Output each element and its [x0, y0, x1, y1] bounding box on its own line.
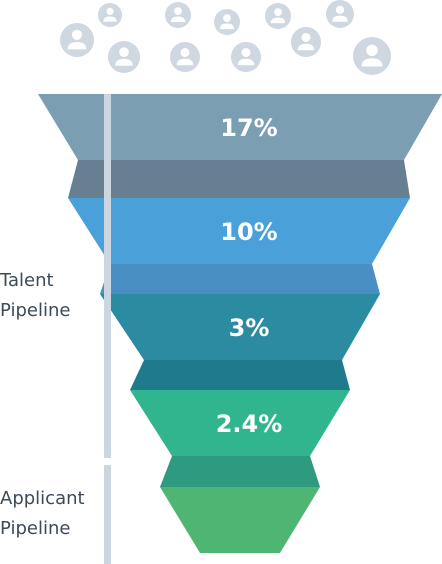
person-icon	[98, 3, 122, 27]
person-icon	[265, 3, 291, 29]
talent-pipeline-bar	[104, 94, 111, 458]
funnel-stages	[38, 94, 442, 553]
stage-percent-label: 10%	[220, 218, 277, 246]
funnel-connector-1	[68, 160, 410, 198]
funnel-stage-4	[130, 390, 350, 456]
applicant-pipeline-bar	[104, 465, 111, 564]
applicant-pipeline-label: Applicant Pipeline	[0, 488, 85, 539]
person-icon	[231, 42, 261, 72]
person-icon	[214, 9, 240, 35]
funnel-connector-3	[130, 360, 350, 390]
people-icon-group	[60, 0, 391, 75]
stage-percent-label: 2.4%	[216, 410, 283, 438]
funnel-stage-labels: 17% 10% 3% 2.4%	[216, 114, 283, 438]
funnel-connector-2	[100, 264, 380, 294]
person-icon	[353, 37, 391, 75]
funnel-stage-5	[160, 487, 320, 553]
funnel-stage-1	[38, 94, 442, 160]
pipeline-bars	[104, 94, 111, 564]
funnel-connector-bands	[68, 160, 410, 487]
person-icon	[108, 41, 140, 73]
funnel-stage-2	[68, 198, 410, 264]
funnel-connector-4	[160, 456, 320, 487]
person-icon	[165, 2, 191, 28]
talent-pipeline-label: Talent Pipeline	[0, 270, 71, 321]
stage-percent-label: 3%	[229, 314, 270, 342]
person-icon	[60, 23, 94, 57]
person-icon	[291, 27, 321, 57]
funnel-stage-3	[100, 294, 380, 360]
person-icon	[170, 42, 200, 72]
person-icon	[326, 0, 354, 28]
stage-percent-label: 17%	[220, 114, 277, 142]
